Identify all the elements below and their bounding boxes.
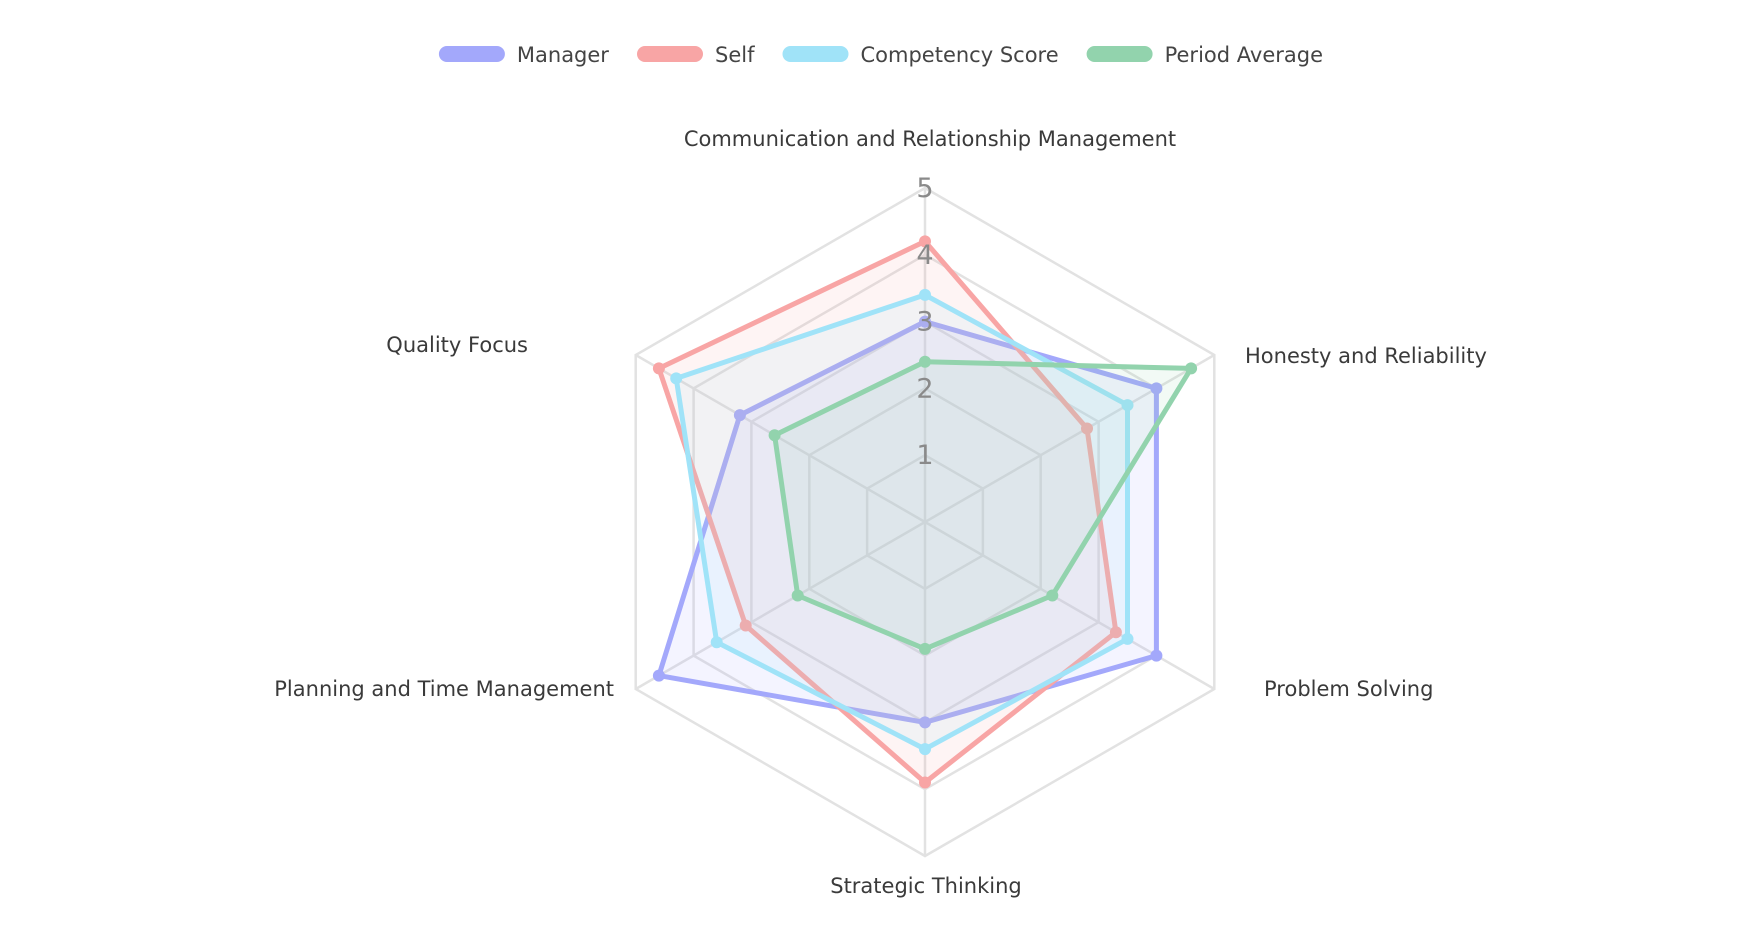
tick-label-3: 3 [916, 307, 933, 338]
point-competency-score-problem-solving[interactable] [1121, 632, 1134, 645]
point-competency-score-planning-and-time-management[interactable] [710, 636, 723, 649]
point-manager-planning-and-time-management[interactable] [652, 669, 665, 682]
point-self-communication-and-relationship-management[interactable] [919, 235, 931, 248]
point-self-honesty-and-reliability[interactable] [1081, 422, 1093, 435]
legend-swatch-period-average [1086, 46, 1153, 62]
axis-label-strategic-thinking: Strategic Thinking [830, 874, 1022, 898]
spoke-quality-focus [635, 353, 926, 524]
axis-label-honesty-and-reliability: Honesty and Reliability [1245, 344, 1487, 368]
spoke-honesty-and-reliability [924, 353, 1215, 524]
point-period-average-quality-focus[interactable] [768, 429, 781, 442]
tick-label-4: 4 [916, 240, 933, 271]
point-competency-score-quality-focus[interactable] [670, 372, 683, 385]
point-self-problem-solving[interactable] [1109, 626, 1122, 639]
legend-item-self[interactable]: Self [637, 43, 755, 67]
axis-label-problem-solving: Problem Solving [1264, 677, 1433, 701]
spoke-problem-solving [924, 520, 1215, 691]
legend-label-self: Self [715, 43, 755, 67]
point-competency-score-honesty-and-reliability[interactable] [1121, 399, 1134, 412]
tick-label-1: 1 [916, 440, 933, 471]
legend-label-manager: Manager [517, 43, 609, 67]
point-period-average-strategic-thinking[interactable] [919, 642, 931, 655]
point-competency-score-strategic-thinking[interactable] [919, 743, 931, 756]
tick-labels: 1 2 3 4 5 [916, 173, 933, 471]
point-competency-score-communication-and-relationship-management[interactable] [919, 288, 931, 301]
point-manager-problem-solving[interactable] [1150, 649, 1163, 662]
legend-label-period-average: Period Average [1165, 43, 1323, 67]
series-layer [652, 235, 1198, 789]
point-manager-communication-and-relationship-management[interactable] [919, 315, 931, 328]
legend-label-competency-score: Competency Score [861, 43, 1059, 67]
legend-swatch-self [637, 46, 703, 62]
legend: Manager Self Competency Score Period Averag… [438, 43, 1323, 67]
legend-swatch-manager [438, 46, 505, 62]
point-period-average-communication-and-relationship-management[interactable] [919, 355, 931, 368]
legend-item-competency-score[interactable]: Competency Score [782, 43, 1059, 67]
series-period-average [768, 355, 1198, 655]
point-self-planning-and-time-management[interactable] [739, 619, 752, 632]
axis-label-planning-and-time-management: Planning and Time Management [274, 677, 614, 701]
point-period-average-planning-and-time-management[interactable] [791, 589, 804, 602]
tick-label-2: 2 [916, 373, 933, 404]
axis-label-quality-focus: Quality Focus [386, 333, 528, 357]
point-manager-honesty-and-reliability[interactable] [1150, 382, 1163, 395]
spoke-planning-and-time-management [635, 520, 926, 691]
series-competency-score [670, 288, 1134, 756]
point-self-strategic-thinking[interactable] [919, 776, 931, 789]
point-manager-quality-focus[interactable] [733, 409, 746, 422]
series-manager [652, 315, 1163, 729]
axis-labels: Communication and Relationship Managemen… [274, 127, 1487, 898]
point-self-quality-focus[interactable] [652, 362, 665, 375]
point-period-average-problem-solving[interactable] [1046, 589, 1059, 602]
legend-item-manager[interactable]: Manager [438, 43, 609, 67]
legend-swatch-competency-score [782, 46, 849, 62]
point-period-average-honesty-and-reliability[interactable] [1185, 362, 1198, 375]
point-manager-strategic-thinking[interactable] [919, 716, 931, 729]
tick-label-5: 5 [916, 173, 933, 204]
axis-label-communication-and-relationship-management: Communication and Relationship Managemen… [684, 127, 1176, 151]
series-self [652, 235, 1122, 789]
legend-item-period-average[interactable]: Period Average [1086, 43, 1323, 67]
